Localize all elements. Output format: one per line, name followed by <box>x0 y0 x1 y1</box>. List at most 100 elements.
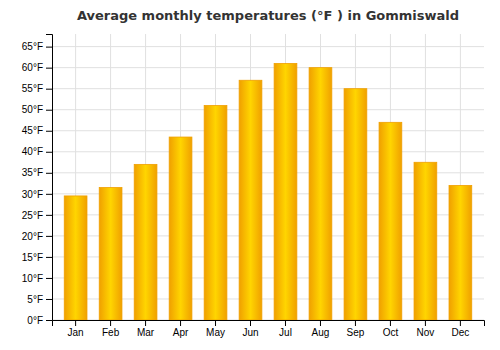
y-tick: 35°F <box>22 167 52 178</box>
bar <box>134 164 157 320</box>
y-tick-label: 5°F <box>27 294 43 305</box>
y-tick-label: 10°F <box>22 273 43 284</box>
x-tick-mark <box>215 320 216 326</box>
bar <box>274 63 297 320</box>
y-tick-label: 40°F <box>22 146 43 157</box>
y-tick-label: 50°F <box>22 104 43 115</box>
y-tick-label: 55°F <box>22 83 43 94</box>
y-tick: 15°F <box>22 252 52 263</box>
x-tick: Jun <box>242 320 258 338</box>
x-tick-mark <box>460 320 461 326</box>
y-tick: 25°F <box>22 210 52 221</box>
x-tick: Mar <box>137 320 155 338</box>
y-tick-mark <box>46 215 52 216</box>
bar <box>344 89 367 320</box>
bar <box>169 137 192 320</box>
y-grid-line <box>52 130 484 131</box>
y-grid-line <box>52 67 484 68</box>
y-tick-mark <box>46 278 52 279</box>
x-tick-label: Nov <box>417 327 435 338</box>
plot-area: 0°F 5°F 10°F 15°F 20°F 25°F 30°F 35°F 40°F 45°F 50… <box>22 34 485 338</box>
y-grid-line <box>52 46 484 47</box>
x-tick-label: Oct <box>383 327 399 338</box>
y-tick-mark <box>46 68 52 69</box>
y-tick-mark <box>46 320 52 321</box>
x-tick-label: Jan <box>68 327 84 338</box>
x-tick-mark <box>145 320 146 326</box>
chart: 0°F 5°F 10°F 15°F 20°F 25°F 30°F 35°F 40°F 45°F 50… <box>0 0 500 350</box>
bars <box>64 63 472 320</box>
y-tick-mark <box>46 257 52 258</box>
x-tick-label: May <box>206 327 225 338</box>
y-tick: 20°F <box>22 231 52 242</box>
x-tick-label: Sep <box>347 327 365 338</box>
x-tick: Feb <box>102 320 120 338</box>
x-tick: Jan <box>68 320 84 338</box>
x-axis-line <box>53 321 485 327</box>
bar <box>204 106 227 321</box>
x-tick-label: Mar <box>137 327 155 338</box>
x-tick-mark <box>320 320 321 326</box>
x-tick: Apr <box>173 320 189 338</box>
x-tick-label: Jul <box>279 327 292 338</box>
y-tick-label: 30°F <box>22 189 43 200</box>
x-tick: Oct <box>383 320 399 338</box>
bar <box>239 80 262 320</box>
bar <box>414 162 437 320</box>
x-tick-mark <box>355 320 356 326</box>
x-tick: Dec <box>451 320 469 338</box>
bar <box>449 185 472 320</box>
x-tick-mark <box>390 320 391 326</box>
x-tick-mark <box>250 320 251 326</box>
x-tick-mark <box>180 320 181 326</box>
y-tick: 50°F <box>22 104 52 115</box>
y-tick: 40°F <box>22 146 52 157</box>
x-tick-label: Feb <box>102 327 120 338</box>
y-tick-mark <box>46 299 52 300</box>
x-axis: Jan Feb Mar Apr May Jun Jul Aug Sep Oct Nov Dec <box>53 320 485 338</box>
x-tick: May <box>206 320 225 338</box>
bar <box>309 68 332 320</box>
y-tick: 0°F <box>27 315 52 326</box>
y-grid-line <box>52 151 484 152</box>
y-tick-label: 15°F <box>22 252 43 263</box>
y-tick-mark <box>46 89 52 90</box>
x-tick-label: Dec <box>451 327 469 338</box>
y-tick: 10°F <box>22 273 52 284</box>
y-tick: 65°F <box>22 41 52 52</box>
x-tick-mark <box>110 320 111 326</box>
bar <box>99 188 122 320</box>
y-tick-label: 20°F <box>22 231 43 242</box>
y-tick-label: 45°F <box>22 125 43 136</box>
x-tick-mark <box>285 320 286 326</box>
x-tick-label: Aug <box>312 327 330 338</box>
y-tick-mark <box>46 194 52 195</box>
y-tick: 30°F <box>22 189 52 200</box>
x-tick-label: Apr <box>173 327 189 338</box>
bar <box>379 122 402 320</box>
grid <box>52 34 484 320</box>
y-tick-label: 0°F <box>27 315 43 326</box>
x-tick: Nov <box>417 320 435 338</box>
y-axis: 0°F 5°F 10°F 15°F 20°F 25°F 30°F 35°F 40°F 45°F 50… <box>22 35 53 326</box>
bar <box>64 196 87 320</box>
x-tick: Aug <box>312 320 330 338</box>
title: Average monthly temperatures (°F ) in Go… <box>77 8 459 23</box>
y-tick: 60°F <box>22 62 52 73</box>
y-tick-mark <box>46 173 52 174</box>
y-tick: 5°F <box>27 294 52 305</box>
y-tick-mark <box>46 236 52 237</box>
y-tick-label: 35°F <box>22 167 43 178</box>
y-tick-label: 60°F <box>22 62 43 73</box>
y-tick-mark <box>46 110 52 111</box>
x-tick-label: Jun <box>242 327 258 338</box>
y-tick: 55°F <box>22 83 52 94</box>
y-tick-mark <box>46 47 52 48</box>
y-tick-label: 65°F <box>22 41 43 52</box>
y-tick-mark <box>46 131 52 132</box>
y-grid-line <box>52 88 484 89</box>
x-tick-mark <box>425 320 426 326</box>
y-tick-label: 25°F <box>22 210 43 221</box>
x-tick: Sep <box>347 320 365 338</box>
y-axis-line <box>46 35 53 321</box>
